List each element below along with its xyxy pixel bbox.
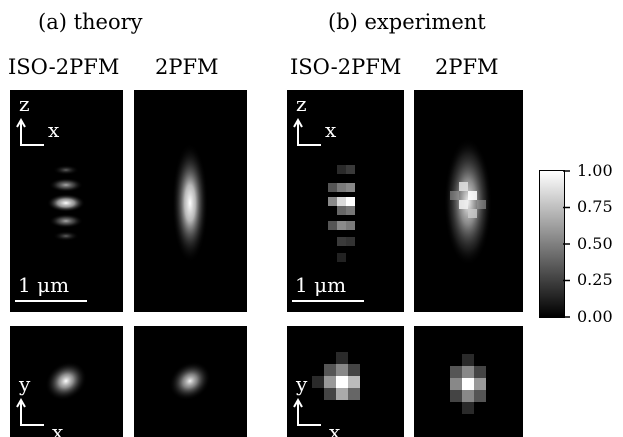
panel-exp-iso2pfm-xz: z x 1 μm: [287, 90, 404, 312]
colorbar-tick-marks: [563, 170, 570, 318]
heading-theory: (a) theory: [38, 10, 143, 34]
panel-theory-2pfm-xy: [134, 326, 247, 437]
colorbar-tick-label: 1.00: [577, 161, 613, 180]
x-axis-label: x: [52, 420, 64, 437]
colorbar-tick-label: 0.75: [577, 197, 613, 216]
psf-image: [172, 143, 208, 263]
y-axis-label: y: [19, 372, 31, 396]
colorbar: [539, 170, 565, 318]
panel-exp-2pfm-xy: [414, 326, 523, 437]
z-axis-label: z: [19, 92, 30, 116]
y-axis-label: y: [296, 372, 308, 396]
panel-theory-2pfm-xz: [134, 90, 247, 312]
col-exp-2pfm: 2PFM: [435, 55, 499, 79]
x-axis-label: x: [325, 118, 337, 142]
colorbar-tick-label: 0.00: [577, 307, 613, 326]
col-theory-iso2pfm: ISO-2PFM: [8, 55, 120, 79]
psf-image: [328, 165, 355, 262]
panel-theory-iso2pfm-xy: y x: [10, 326, 123, 437]
z-axis-label: z: [296, 92, 307, 116]
psf-image: [45, 361, 87, 401]
x-axis-label: x: [329, 420, 341, 437]
axes-arrow-icon: [293, 398, 323, 430]
scale-label: 1 μm: [18, 273, 70, 297]
psf-image: [450, 354, 486, 414]
axes-arrow-icon: [16, 118, 46, 150]
panel-exp-2pfm-xz: [414, 90, 523, 312]
col-exp-iso2pfm: ISO-2PFM: [290, 55, 402, 79]
panel-exp-iso2pfm-xy: y x: [287, 326, 404, 437]
axes-arrow-icon: [293, 118, 323, 150]
scale-bar: [292, 300, 364, 302]
psf-image: [47, 165, 85, 241]
col-theory-2pfm: 2PFM: [155, 55, 219, 79]
psf-image: [312, 352, 360, 400]
axes-arrow-icon: [16, 398, 46, 430]
psf-image: [444, 138, 492, 266]
colorbar-tick-label: 0.50: [577, 234, 613, 253]
heading-experiment: (b) experiment: [328, 10, 486, 34]
panel-theory-iso2pfm-xz: z x 1 μm: [10, 90, 123, 312]
colorbar-tick-label: 0.25: [577, 270, 613, 289]
psf-image: [169, 361, 211, 401]
scale-label: 1 μm: [295, 273, 347, 297]
x-axis-label: x: [48, 118, 60, 142]
scale-bar: [15, 300, 87, 302]
